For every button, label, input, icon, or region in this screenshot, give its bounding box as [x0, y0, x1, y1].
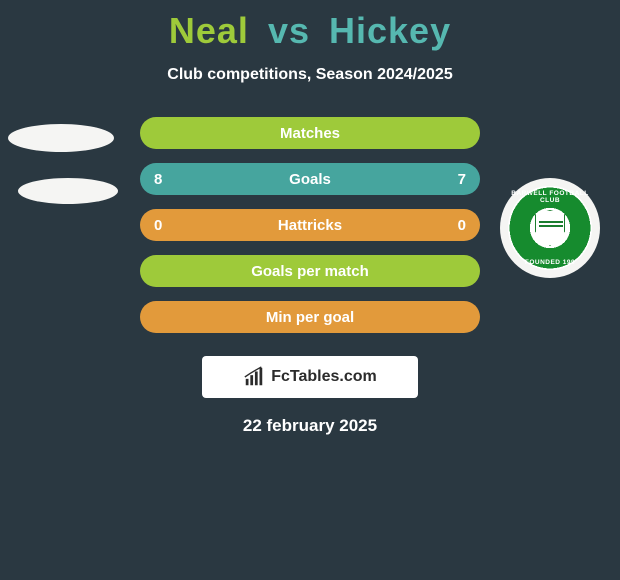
stat-right-value: 0 — [446, 217, 466, 234]
stat-row-goals-per-match: Goals per match — [0, 248, 620, 294]
stat-label: Goals — [140, 171, 480, 188]
subtitle: Club competitions, Season 2024/2025 — [0, 66, 620, 84]
stat-pill: 0 Hattricks 0 — [140, 209, 480, 241]
stat-pill: Matches — [140, 117, 480, 149]
bar-chart-icon — [243, 366, 265, 388]
stat-label: Min per goal — [140, 309, 480, 326]
player2-name: Hickey — [329, 10, 451, 51]
stat-left-value: 0 — [154, 217, 174, 234]
stat-label: Goals per match — [140, 263, 480, 280]
stat-label: Hattricks — [140, 217, 480, 234]
stat-pill: Min per goal — [140, 301, 480, 333]
stat-row-matches: Matches — [0, 110, 620, 156]
date: 22 february 2025 — [0, 416, 620, 436]
stat-pill: 8 Goals 7 — [140, 163, 480, 195]
stat-label: Matches — [140, 125, 480, 142]
comparison-title: Neal vs Hickey — [0, 0, 620, 52]
vs-separator: vs — [268, 10, 310, 51]
stat-row-min-per-goal: Min per goal — [0, 294, 620, 340]
stat-rows: Matches 8 Goals 7 0 Hattricks 0 Goals pe… — [0, 110, 620, 340]
stat-left-value: 8 — [154, 171, 174, 188]
player1-name: Neal — [169, 10, 249, 51]
stat-row-hattricks: 0 Hattricks 0 — [0, 202, 620, 248]
stat-right-value: 7 — [446, 171, 466, 188]
attribution: FcTables.com — [202, 356, 418, 398]
stat-row-goals: 8 Goals 7 — [0, 156, 620, 202]
stat-pill: Goals per match — [140, 255, 480, 287]
attribution-text: FcTables.com — [271, 368, 377, 386]
